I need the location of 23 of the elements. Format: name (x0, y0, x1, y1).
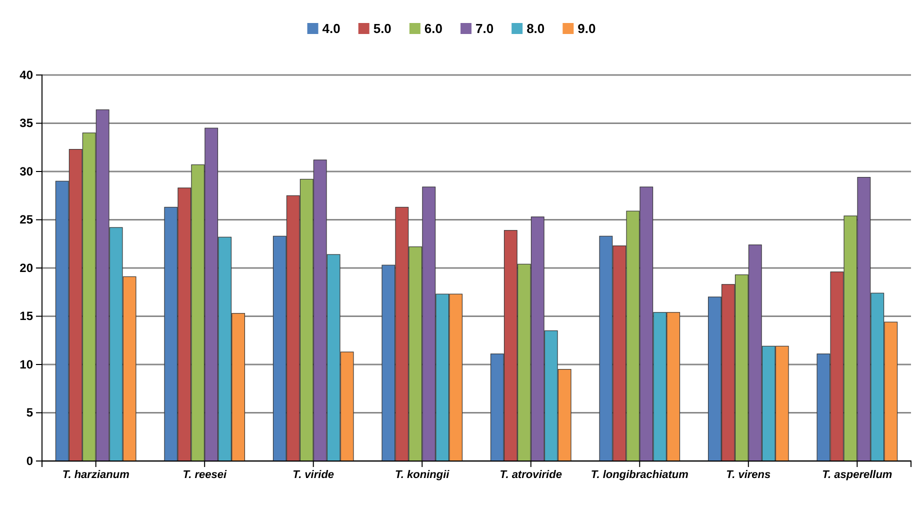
y-tick-label: 25 (20, 212, 34, 227)
x-tick-label: T. longibrachiatum (590, 468, 689, 481)
x-tick-label: T. asperellum (822, 468, 892, 481)
legend-label: 4.0 (322, 21, 340, 36)
y-tick-label: 30 (20, 164, 34, 178)
x-tick-label: T. virens (726, 468, 771, 481)
legend-label: 5.0 (373, 21, 392, 36)
y-tick-label: 20 (20, 260, 34, 275)
x-tick-label: T. koningii (395, 468, 450, 481)
legend-label: 9.0 (578, 21, 596, 36)
y-tick-label: 15 (20, 309, 34, 324)
y-tick-label: 35 (20, 116, 34, 130)
x-tick-label: T. reesei (182, 468, 228, 481)
legend-label: 6.0 (424, 21, 442, 36)
x-tick-label: T. viride (292, 468, 334, 481)
legend-label: 7.0 (476, 21, 494, 36)
y-tick-label: 10 (20, 357, 34, 372)
y-tick-label: 5 (26, 406, 34, 420)
legend-label: 8.0 (526, 21, 545, 36)
x-tick-label: T. atroviride (500, 468, 562, 481)
x-tick-label: T. harzianum (62, 468, 130, 481)
y-tick-label: 40 (20, 68, 34, 82)
y-tick-label: 0 (26, 454, 34, 468)
